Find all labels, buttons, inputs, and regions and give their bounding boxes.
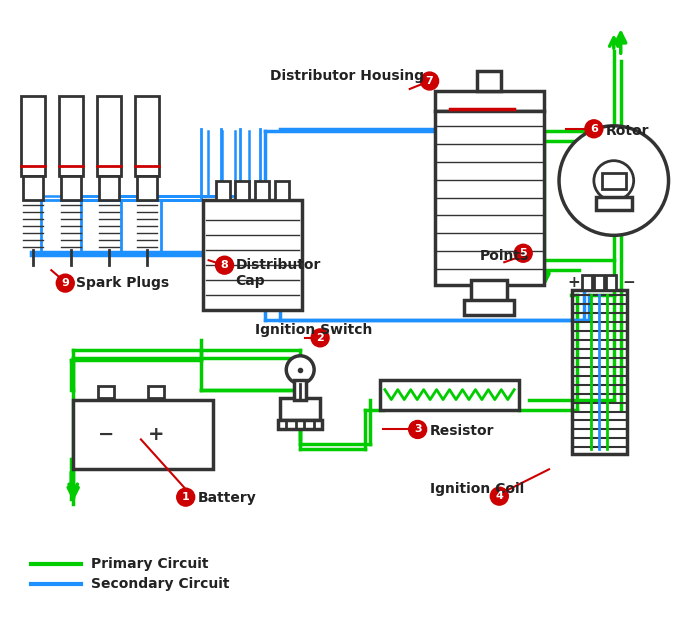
Bar bbox=[594, 275, 604, 290]
Bar bbox=[73, 400, 213, 469]
Bar bbox=[61, 176, 81, 200]
Text: 7: 7 bbox=[426, 76, 433, 86]
Bar bbox=[148, 386, 164, 397]
Text: 9: 9 bbox=[61, 278, 69, 288]
Bar bbox=[380, 379, 520, 410]
Text: 4: 4 bbox=[495, 491, 503, 501]
Bar bbox=[135, 96, 159, 176]
Bar bbox=[97, 96, 121, 176]
Text: Rotor: Rotor bbox=[606, 124, 649, 138]
Text: 5: 5 bbox=[520, 248, 527, 258]
Bar bbox=[596, 197, 632, 211]
Text: 3: 3 bbox=[414, 425, 422, 434]
Bar bbox=[256, 180, 269, 200]
Text: Primary Circuit: Primary Circuit bbox=[91, 557, 209, 571]
Circle shape bbox=[216, 256, 234, 274]
Bar bbox=[582, 275, 592, 290]
Circle shape bbox=[514, 244, 532, 262]
Bar bbox=[137, 176, 157, 200]
Bar bbox=[464, 300, 514, 315]
Bar bbox=[216, 180, 229, 200]
Circle shape bbox=[491, 487, 508, 505]
Bar bbox=[477, 71, 502, 91]
Text: Distributor Housing: Distributor Housing bbox=[270, 69, 424, 83]
Text: −: − bbox=[98, 425, 114, 444]
Circle shape bbox=[421, 72, 439, 90]
Circle shape bbox=[409, 420, 426, 438]
Text: Points: Points bbox=[480, 249, 528, 263]
Bar bbox=[601, 172, 626, 188]
Text: 6: 6 bbox=[590, 124, 598, 134]
Text: −: − bbox=[622, 274, 635, 290]
Circle shape bbox=[56, 274, 74, 292]
Bar bbox=[280, 397, 320, 420]
Text: Spark Plugs: Spark Plugs bbox=[76, 276, 169, 290]
Bar bbox=[21, 96, 45, 176]
Text: Distributor
Cap: Distributor Cap bbox=[236, 258, 321, 288]
Text: 2: 2 bbox=[316, 333, 324, 343]
Bar bbox=[23, 176, 43, 200]
Circle shape bbox=[585, 120, 603, 138]
Circle shape bbox=[286, 356, 314, 384]
Text: +: + bbox=[568, 274, 580, 290]
Circle shape bbox=[311, 329, 329, 347]
Circle shape bbox=[559, 126, 668, 235]
Text: 8: 8 bbox=[220, 260, 229, 270]
Text: 1: 1 bbox=[182, 492, 189, 502]
Bar bbox=[278, 420, 322, 430]
Text: Ignition Coil: Ignition Coil bbox=[430, 482, 524, 496]
Bar bbox=[59, 96, 83, 176]
Bar bbox=[276, 180, 289, 200]
Bar bbox=[99, 176, 119, 200]
Circle shape bbox=[594, 161, 634, 200]
Bar bbox=[203, 200, 302, 310]
Bar bbox=[236, 180, 249, 200]
Bar bbox=[572, 290, 627, 454]
Circle shape bbox=[177, 488, 195, 506]
Bar bbox=[435, 111, 544, 285]
Bar bbox=[435, 91, 544, 111]
Text: +: + bbox=[147, 425, 164, 444]
Bar bbox=[606, 275, 616, 290]
Bar bbox=[98, 386, 114, 397]
Text: Battery: Battery bbox=[198, 491, 256, 505]
Bar bbox=[294, 379, 306, 400]
Text: Resistor: Resistor bbox=[430, 425, 494, 438]
Text: Ignition Switch: Ignition Switch bbox=[256, 323, 373, 337]
Text: Secondary Circuit: Secondary Circuit bbox=[91, 577, 229, 591]
Bar bbox=[471, 280, 507, 305]
